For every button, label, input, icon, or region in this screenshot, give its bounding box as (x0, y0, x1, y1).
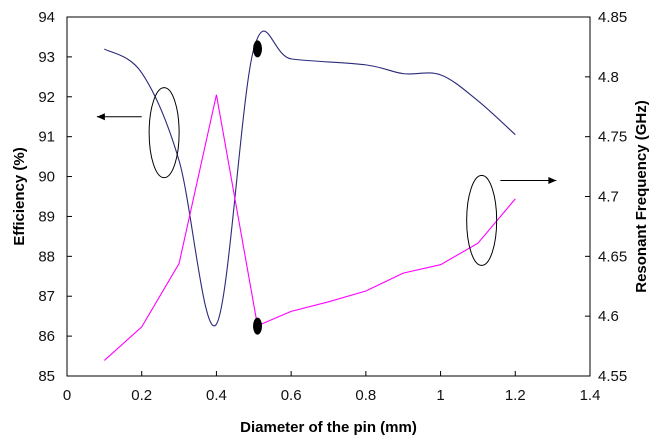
y-tick-label: 93 (38, 49, 55, 66)
annotation-arrow-head (548, 177, 557, 185)
x-tick-label: 1.2 (505, 387, 526, 404)
annotation-marker (253, 40, 263, 58)
x-tick-label: 0 (63, 387, 71, 404)
x-axis-ticks: 0 0.2 0.4 0.6 0.8 1 1.2 1.4 (63, 371, 601, 404)
y-tick-label: 89 (38, 208, 55, 225)
annotation-ellipse (148, 87, 180, 179)
y-tick-label: 86 (38, 328, 55, 345)
y-tick-label: 92 (38, 89, 55, 106)
x-tick-label: 0.2 (131, 387, 152, 404)
y-axis-right-title: Resonant Frequency (GHz) (633, 100, 650, 293)
y-tick-label: 91 (38, 129, 55, 146)
y2-tick-label: 4.55 (598, 368, 627, 385)
annotation-marker (253, 317, 263, 335)
y-tick-label: 87 (38, 288, 55, 305)
y-tick-label: 94 (38, 9, 55, 26)
annotation-ellipse (466, 174, 498, 266)
x-axis-title: Diameter of the pin (mm) (240, 419, 417, 436)
y-axis-right-ticks: 4.55 4.6 4.65 4.7 4.75 4.8 4.85 (585, 9, 627, 385)
y-tick-label: 90 (38, 169, 55, 186)
y-axis-left-ticks: 85 86 87 88 89 90 91 92 93 94 (38, 9, 72, 385)
y2-tick-label: 4.7 (598, 189, 619, 206)
y-tick-label: 85 (38, 368, 55, 385)
frequency-series-line (103, 94, 516, 361)
x-tick-label: 1 (436, 387, 444, 404)
y-axis-left-title: Efficiency (%) (11, 147, 28, 245)
y2-tick-label: 4.65 (598, 248, 627, 265)
x-tick-label: 1.4 (580, 387, 601, 404)
y2-tick-label: 4.85 (598, 9, 627, 26)
y2-tick-label: 4.6 (598, 308, 619, 325)
plot-area (66, 16, 591, 377)
efficiency-series-line (104, 30, 516, 327)
x-tick-label: 0.8 (355, 387, 376, 404)
y2-tick-label: 4.8 (598, 69, 619, 86)
plot-frame (66, 16, 591, 377)
x-tick-label: 0.6 (281, 387, 302, 404)
x-tick-label: 0.4 (206, 387, 227, 404)
annotation-arrow-head (96, 113, 105, 121)
y-tick-label: 88 (38, 248, 55, 265)
y2-tick-label: 4.75 (598, 129, 627, 146)
